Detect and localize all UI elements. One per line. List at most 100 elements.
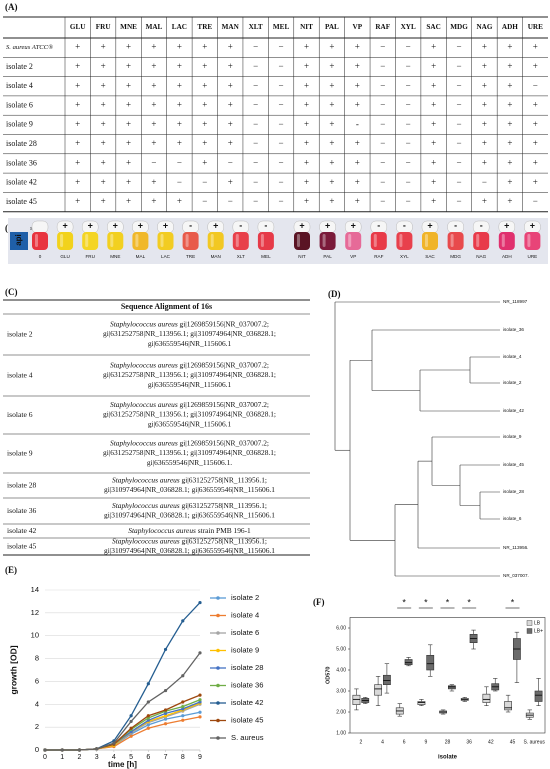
column-header: TRE	[197, 23, 212, 31]
row-header: isolate 42	[6, 178, 37, 187]
box	[404, 659, 413, 666]
cell: −	[279, 138, 284, 148]
tube-label: XYL	[400, 254, 409, 259]
cell: −	[533, 196, 538, 206]
x-tick-label: 4	[381, 739, 384, 745]
cell: +	[75, 100, 80, 110]
tube-label: GLU	[60, 254, 69, 259]
alignment-text: gi|631252758|NR_113956.1; gi|310974964|N…	[103, 448, 276, 457]
legend-marker	[216, 613, 220, 618]
significance-mark: *	[424, 597, 428, 607]
tube-label: VP	[350, 254, 356, 259]
box	[374, 684, 382, 696]
series-line	[45, 711, 201, 751]
column-header: NAG	[476, 23, 492, 31]
cell: +	[431, 158, 436, 168]
tube-label: RAF	[374, 254, 383, 259]
cell: −	[533, 80, 538, 90]
tube	[257, 232, 274, 250]
tube-shine	[35, 234, 38, 247]
alignment-text: Staphylococcus aureus gi|631252758|NR_11…	[112, 475, 267, 484]
tube-label: PAL	[323, 254, 332, 259]
cell: +	[304, 42, 309, 52]
cell: +	[202, 61, 207, 71]
data-point	[181, 718, 185, 722]
leaf-label: isolate_42	[503, 408, 524, 413]
y-tick-label: 0	[35, 745, 39, 754]
legend-marker	[216, 736, 220, 740]
y-tick-label: 6.00	[336, 625, 346, 631]
cell: −	[380, 119, 385, 129]
cell: +	[533, 61, 538, 71]
tube-sign: +	[504, 220, 509, 230]
x-tick-label: 2	[359, 739, 362, 745]
data-point	[198, 710, 202, 714]
species: Staphylococcus aureus	[110, 360, 178, 369]
cell: +	[355, 80, 360, 90]
alignment-text: Staphylococcus aureus gi|1269859156|NR_0…	[110, 319, 269, 328]
cell: −	[253, 42, 258, 52]
cell: +	[482, 42, 487, 52]
data-point	[163, 647, 168, 652]
tube-shine	[527, 234, 531, 247]
cell: +	[507, 196, 512, 206]
tube-label: TRE	[186, 254, 195, 259]
tube	[370, 232, 387, 250]
cell: −	[279, 42, 284, 52]
x-axis-label: isolate	[438, 755, 458, 761]
cell: +	[202, 100, 207, 110]
cell: -	[356, 119, 359, 129]
leaf-label: NR_037007.	[503, 573, 529, 578]
cell: −	[279, 177, 284, 187]
cell: +	[126, 100, 131, 110]
tube	[524, 232, 541, 250]
data-point	[181, 700, 185, 704]
cell: +	[431, 100, 436, 110]
cell: +	[202, 138, 207, 148]
x-tick-label: S. aureus	[523, 739, 545, 745]
x-tick-label: 7	[164, 754, 168, 761]
tube-label: MEL	[261, 254, 271, 259]
cell: −	[253, 80, 258, 90]
x-tick-label: 0	[43, 754, 47, 761]
data-point	[163, 714, 168, 718]
cell: +	[228, 138, 233, 148]
data-point	[146, 714, 150, 718]
species: Staphylococcus aureus	[112, 536, 180, 545]
alignment-text: gi|310974964|NR_036828.1; gi|636559546|N…	[104, 546, 275, 555]
cell: −	[253, 100, 258, 110]
column-header: MDG	[450, 23, 468, 31]
data-point	[181, 704, 185, 709]
legend-label: S. aureus	[231, 733, 264, 742]
cell: +	[202, 158, 207, 168]
tube	[32, 232, 48, 250]
leaf-label: isolate_9	[503, 434, 522, 439]
tube-sign: -	[403, 220, 406, 230]
panel-label: (E)	[5, 565, 17, 575]
row-header: isolate 4	[7, 370, 33, 379]
cell: −	[253, 196, 258, 206]
cell: +	[355, 158, 360, 168]
y-axis-label: OD570	[325, 667, 331, 684]
box	[382, 674, 391, 685]
cell: −	[380, 80, 385, 90]
cell: −	[406, 177, 411, 187]
tube-sign: +	[88, 220, 93, 230]
cell: −	[456, 80, 461, 90]
cell: −	[456, 138, 461, 148]
cell: −	[202, 196, 207, 206]
tube	[182, 232, 199, 250]
leaf-label: isolate_45	[503, 462, 524, 467]
legend-marker	[216, 701, 220, 705]
cell: +	[177, 61, 182, 71]
accessions: gi|1269859156|NR_037007.2;	[178, 400, 269, 409]
row-header: isolate 36	[7, 506, 37, 515]
cell: +	[151, 42, 156, 52]
tube-shine	[373, 234, 377, 247]
cell: +	[329, 158, 334, 168]
cell: +	[228, 119, 233, 129]
data-point	[163, 717, 168, 721]
data-point	[129, 726, 133, 730]
row-header: isolate 9	[6, 120, 33, 129]
cell: +	[202, 42, 207, 52]
